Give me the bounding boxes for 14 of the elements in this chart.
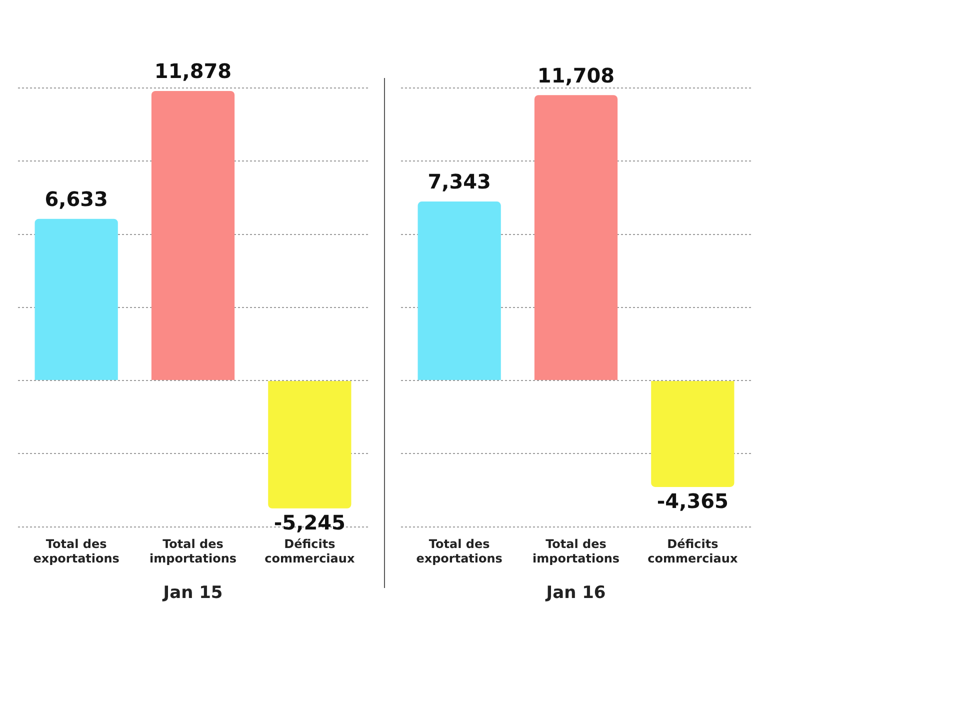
data-label: 6,633 (44, 187, 108, 212)
x-tick-label: Total des importations (150, 537, 236, 566)
x-tick-label: Déficits commerciaux (264, 537, 355, 566)
x-tick-label: Total des importations (532, 537, 620, 566)
x-tick-label: Total des exportations (33, 537, 120, 566)
x-tick-label: Total des exportations (416, 537, 502, 566)
x-axis-title: Jan 15 (162, 583, 223, 604)
data-label: 7,343 (428, 170, 491, 194)
data-label: 11,708 (537, 63, 615, 88)
data-label: -4,365 (656, 489, 728, 514)
data-label: -5,245 (274, 510, 346, 535)
x-tick-label: Déficits commerciaux (648, 537, 738, 566)
data-label: 11,878 (154, 59, 232, 84)
x-axis-title: Jan 16 (545, 583, 606, 604)
